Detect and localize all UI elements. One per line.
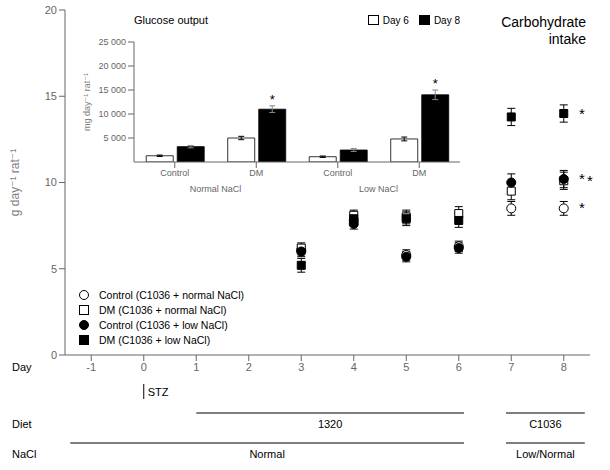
svg-text:STZ: STZ — [148, 386, 169, 398]
svg-text:Control: Control — [160, 168, 189, 178]
svg-text:0: 0 — [51, 349, 57, 361]
svg-text:*: * — [433, 76, 438, 91]
svg-text:*: * — [579, 199, 585, 216]
svg-text:20: 20 — [45, 4, 57, 16]
svg-text:-1: -1 — [86, 361, 96, 373]
svg-text:0: 0 — [141, 361, 147, 373]
svg-text:Diet: Diet — [12, 418, 32, 430]
svg-text:*: * — [579, 105, 585, 122]
svg-text:8: 8 — [561, 361, 567, 373]
html-text:Glucose output: Glucose output — [134, 14, 208, 26]
svg-text:6: 6 — [456, 361, 462, 373]
svg-text:1320: 1320 — [318, 418, 342, 430]
html-text:DM (C1036 + normal NaCl): DM (C1036 + normal NaCl) — [99, 303, 227, 316]
svg-text:Low/Normal: Low/Normal — [516, 448, 575, 460]
svg-text:C1036: C1036 — [529, 418, 561, 430]
html-text:Control (C1036 + normal NaCl): Control (C1036 + normal NaCl) — [99, 288, 244, 301]
html-text:Day 6: Day 6 — [382, 14, 409, 26]
svg-text:15 000: 15 000 — [98, 85, 126, 95]
html-text:Control (C1036 + low NaCl): Control (C1036 + low NaCl) — [99, 318, 228, 331]
svg-text:*: * — [270, 92, 275, 107]
html-text:intake: intake — [548, 31, 586, 47]
svg-text:g day⁻¹ rat⁻¹: g day⁻¹ rat⁻¹ — [8, 149, 22, 216]
svg-text:Normal: Normal — [249, 448, 284, 460]
svg-text:DM: DM — [412, 168, 426, 178]
svg-text:Low NaCl: Low NaCl — [359, 184, 398, 194]
svg-text:*: * — [587, 172, 593, 189]
html-text:DM (C1036 + low NaCl): DM (C1036 + low NaCl) — [99, 333, 211, 346]
svg-text:20 000: 20 000 — [98, 61, 126, 71]
svg-text:*: * — [579, 170, 585, 187]
svg-text:mg day⁻¹ rat⁻¹: mg day⁻¹ rat⁻¹ — [82, 73, 92, 131]
svg-text:5 000: 5 000 — [103, 133, 126, 143]
svg-text:2: 2 — [246, 361, 252, 373]
svg-text:DM: DM — [249, 168, 263, 178]
svg-text:1: 1 — [193, 361, 199, 373]
svg-text:Normal NaCl: Normal NaCl — [190, 184, 242, 194]
svg-text:5: 5 — [403, 361, 409, 373]
svg-text:Control: Control — [323, 168, 352, 178]
svg-text:15: 15 — [45, 90, 57, 102]
svg-text:3: 3 — [298, 361, 304, 373]
svg-text:5: 5 — [51, 263, 57, 275]
svg-text:25 000: 25 000 — [98, 37, 126, 47]
svg-text:4: 4 — [351, 361, 357, 373]
svg-text:10: 10 — [45, 176, 57, 188]
svg-text:Day: Day — [12, 361, 32, 373]
html-text:Carbohydrate: Carbohydrate — [501, 14, 586, 30]
svg-text:10 000: 10 000 — [98, 109, 126, 119]
svg-text:NaCl: NaCl — [12, 448, 36, 460]
html-text:Day 8: Day 8 — [433, 14, 460, 26]
svg-text:7: 7 — [508, 361, 514, 373]
